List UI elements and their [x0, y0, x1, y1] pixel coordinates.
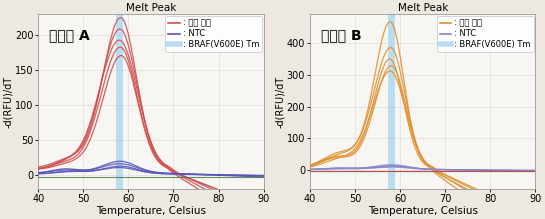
Legend: : 진단 시약, : NTC, : BRAF(V600E) Tm: : 진단 시약, : NTC, : BRAF(V600E) Tm: [437, 16, 534, 52]
Title: Melt Peak: Melt Peak: [126, 4, 176, 14]
Title: Melt Peak: Melt Peak: [397, 4, 448, 14]
X-axis label: Temperature, Celsius: Temperature, Celsius: [368, 205, 478, 215]
Y-axis label: -d(RFU)/dT: -d(RFU)/dT: [275, 76, 285, 128]
Legend: : 진단 시약, : NTC, : BRAF(V600E) Tm: : 진단 시약, : NTC, : BRAF(V600E) Tm: [165, 16, 262, 52]
X-axis label: Temperature, Celsius: Temperature, Celsius: [96, 205, 206, 215]
Text: 사용자 A: 사용자 A: [50, 28, 90, 42]
Y-axis label: -d(RFU)/dT: -d(RFU)/dT: [3, 76, 14, 128]
Text: 사용자 B: 사용자 B: [322, 28, 362, 42]
